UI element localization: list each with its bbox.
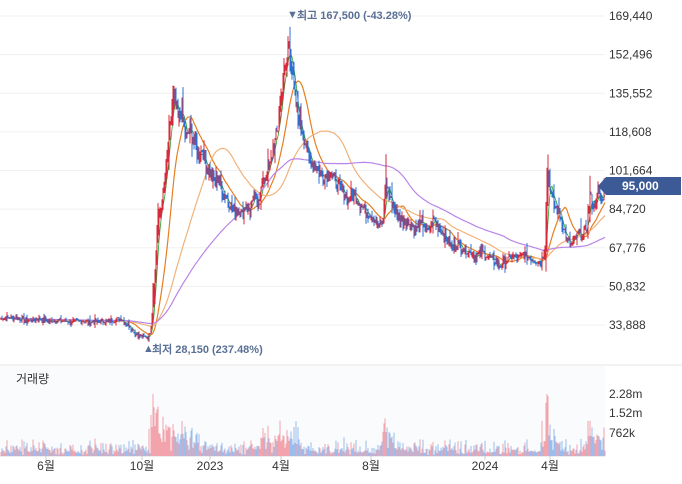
- x-tick-label: 2023: [197, 459, 224, 473]
- high-arrow-icon: ▼: [287, 9, 298, 21]
- y-tick-label: 152,496: [609, 48, 653, 62]
- x-tick-label: 6월: [37, 459, 55, 473]
- x-tick-label: 8월: [362, 459, 380, 473]
- volume-panel-background: [0, 366, 605, 456]
- current-price-tag: 95,000: [598, 177, 681, 195]
- date-axis: 6월 10월 2023 4월 8월 2024 4월: [37, 456, 559, 473]
- low-label: 최저 28,150 (237.48%): [152, 342, 263, 356]
- y-tick-label: 169,440: [609, 9, 653, 23]
- low-annotation: ▲ 최저 28,150 (237.48%): [143, 342, 263, 356]
- high-label: 최고 167,500 (-43.28%): [297, 8, 412, 22]
- current-price-value: 95,000: [622, 179, 659, 193]
- volume-bars: [0, 394, 606, 456]
- y-tick-label: 33,888: [609, 318, 646, 332]
- x-tick-label: 4월: [272, 459, 290, 473]
- price-gridlines: [0, 15, 605, 326]
- volume-tick-label: 762k: [609, 426, 636, 440]
- y-tick-label: 118,608: [609, 125, 652, 139]
- current-price-pointer: [598, 177, 681, 195]
- price-axis: 169,440 152,496 135,552 118,608 101,664 84,72…: [609, 9, 653, 332]
- low-arrow-icon: ▲: [143, 343, 154, 355]
- y-tick-label: 50,832: [609, 279, 646, 293]
- price-candles: [0, 26, 606, 342]
- y-tick-label: 67,776: [609, 241, 646, 255]
- x-tick-label: 2024: [472, 459, 499, 473]
- volume-tick-label: 2.28m: [609, 387, 642, 401]
- y-tick-label: 84,720: [609, 202, 646, 216]
- volume-axis: 2.28m 1.52m 762k: [609, 387, 642, 440]
- high-annotation: ▼ 최고 167,500 (-43.28%): [287, 8, 412, 22]
- y-tick-label: 101,664: [609, 164, 653, 178]
- volume-tick-label: 1.52m: [609, 406, 642, 420]
- x-tick-label: 4월: [541, 459, 559, 473]
- y-tick-label: 135,552: [609, 86, 653, 100]
- x-tick-label: 10월: [130, 459, 154, 473]
- volume-panel-label: 거래량: [16, 372, 49, 386]
